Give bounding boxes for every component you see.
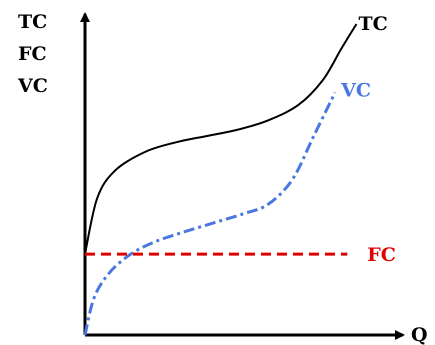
vc-curve (83, 91, 337, 336)
x-axis-label: Q (411, 324, 428, 345)
tc-curve-label: TC (358, 13, 387, 35)
tc-curve (84, 23, 358, 255)
y-axis-label-vc: VC (17, 75, 48, 97)
y-axis-label-tc: TC (18, 11, 47, 33)
fc-line-label: FC (367, 244, 396, 266)
y-axis-label-fc: FC (18, 43, 47, 65)
vc-curve-label: VC (340, 79, 371, 101)
